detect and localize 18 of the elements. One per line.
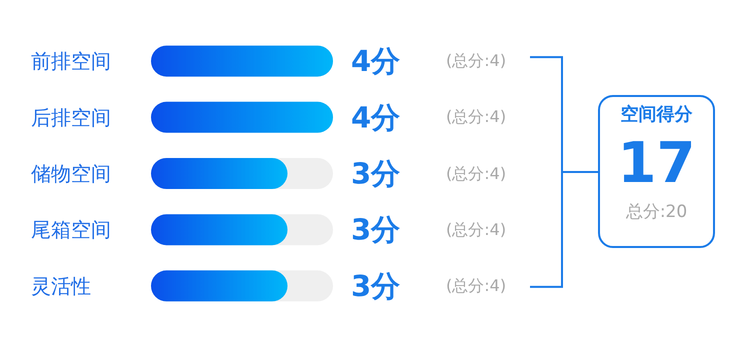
text: (总分:4) <box>446 107 506 128</box>
text: 17 <box>616 131 696 196</box>
data-label: 4分 <box>351 100 402 134</box>
text: 空间得分 <box>620 104 694 126</box>
y-tick-label: 储物空间 <box>31 162 111 186</box>
text: (总分:4) <box>446 164 506 184</box>
data-label: 3分 <box>351 212 402 247</box>
data-label: 4分 <box>351 44 402 78</box>
text: (总分:4) <box>446 51 506 72</box>
text: 总分:20 <box>624 202 688 222</box>
text: (总分:4) <box>446 220 506 240</box>
y-tick-label: 后排空间 <box>31 105 111 130</box>
text: (总分:4) <box>446 276 506 296</box>
data-label: 3分 <box>351 156 402 190</box>
y-tick-label: 尾箱空间 <box>31 218 111 242</box>
y-tick-label: 灵活性 <box>31 274 91 298</box>
data-label: 3分 <box>351 268 402 303</box>
y-tick-label: 前排空间 <box>31 49 111 74</box>
